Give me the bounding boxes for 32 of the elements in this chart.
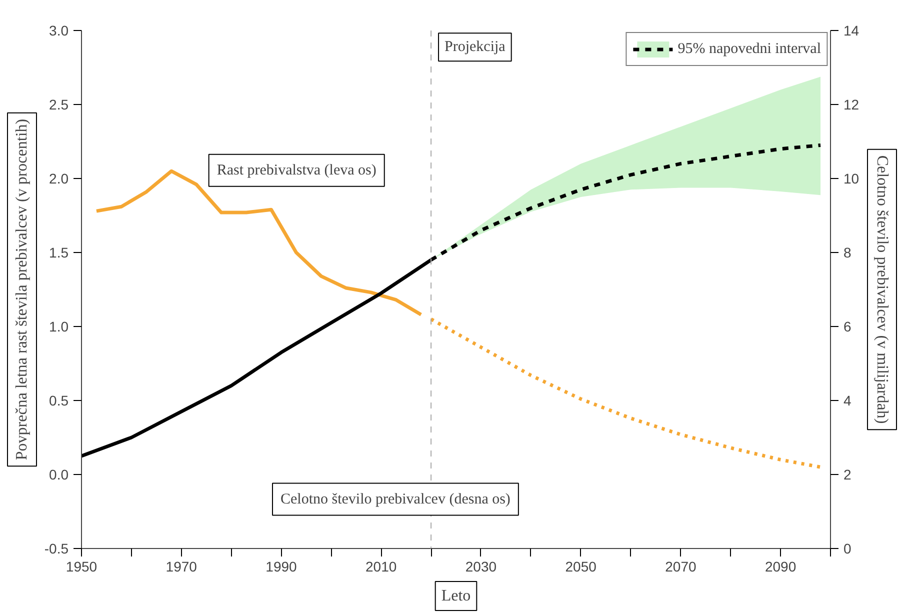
y-tick-label: -0.5	[44, 540, 69, 556]
x-tick-label: 2030	[465, 558, 497, 574]
x-tick-label: 1950	[66, 558, 98, 574]
y-tick-label: 0.5	[49, 392, 69, 408]
legend-label: 95% napovedni interval	[678, 40, 821, 58]
x-tick-label: 2070	[665, 558, 696, 574]
x-tick-label: 2090	[764, 558, 796, 574]
series-label: Rast prebivalstva (leva os)	[216, 162, 376, 178]
text: Celotno število prebivalcev (desna os)	[280, 491, 510, 508]
y-tick-label: 2.0	[49, 170, 69, 186]
y-tick-label: 2.5	[49, 96, 69, 112]
y2-tick-label: 8	[844, 244, 852, 260]
y2-tick-label: 0	[844, 540, 852, 556]
y2-tick-label: 6	[844, 318, 852, 334]
y2-tick-label: 4	[844, 392, 852, 408]
x-axis-title: Leto	[441, 588, 471, 604]
y2-axis-title: Celotno število prebivalcev (v milijardah)	[874, 155, 890, 424]
x-tick-label: 2010	[366, 558, 397, 574]
x-tick-label: 1970	[166, 558, 198, 574]
y2-tick-label: 2	[844, 466, 852, 482]
ref-line-label: Projekcija	[444, 39, 506, 56]
line-series	[429, 317, 822, 469]
y-tick-label: 3.0	[49, 22, 69, 38]
y2-tick-label: 10	[844, 170, 860, 186]
y-tick-label: 0.0	[49, 466, 69, 482]
x-tick-label: 2050	[565, 558, 597, 574]
x-tick-label: 1990	[266, 558, 298, 574]
y-tick-label: 1.5	[49, 244, 69, 260]
y2-tick-label: 12	[844, 96, 860, 112]
y2-tick-label: 14	[844, 22, 860, 38]
y-tick-label: 1.0	[49, 318, 69, 334]
y-axis-title: Povprečna letna rast števila prebivalcev (v procentih)	[14, 118, 30, 460]
